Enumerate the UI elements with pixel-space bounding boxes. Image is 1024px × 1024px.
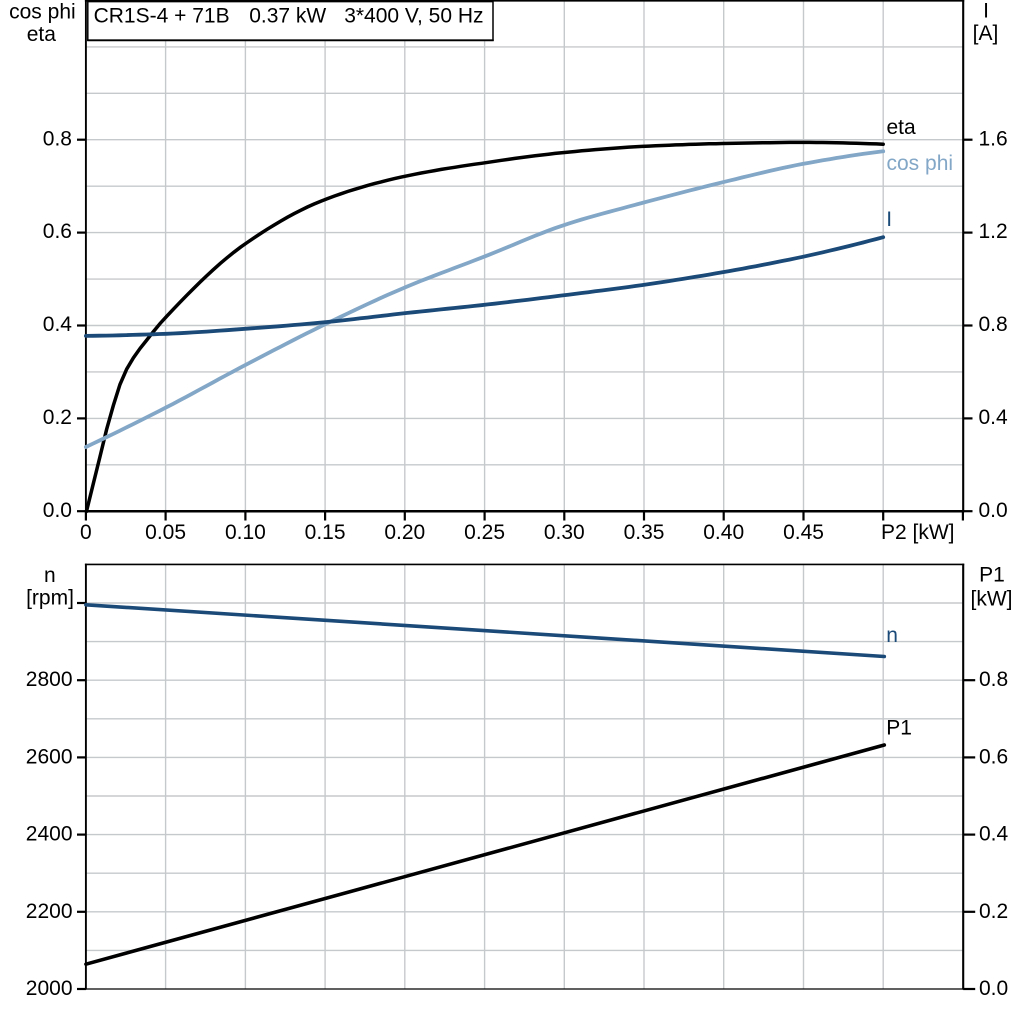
svg-text:I: I (983, 0, 989, 23)
svg-text:eta: eta (887, 116, 917, 139)
svg-text:0.05: 0.05 (145, 521, 186, 544)
svg-text:0.45: 0.45 (783, 521, 824, 544)
svg-text:I: I (886, 208, 892, 231)
svg-text:0.4: 0.4 (43, 313, 73, 336)
svg-text:0.0: 0.0 (979, 977, 1008, 1000)
svg-text:P2 [kW]: P2 [kW] (881, 521, 955, 544)
svg-text:0.0: 0.0 (43, 499, 72, 522)
svg-text:eta: eta (27, 23, 57, 46)
svg-text:1.6: 1.6 (979, 127, 1008, 150)
svg-text:0.4: 0.4 (979, 406, 1009, 429)
svg-text:n: n (886, 624, 898, 647)
svg-text:2400: 2400 (26, 823, 73, 846)
svg-text:0.4: 0.4 (979, 823, 1009, 846)
svg-text:0.20: 0.20 (384, 521, 425, 544)
svg-text:2800: 2800 (26, 668, 73, 691)
svg-text:0.30: 0.30 (544, 521, 585, 544)
svg-text:CR1S-4 + 71B: CR1S-4 + 71B (94, 5, 230, 28)
svg-text:cos phi: cos phi (9, 0, 76, 23)
svg-text:2000: 2000 (26, 977, 73, 1000)
svg-text:[A]: [A] (973, 22, 999, 45)
svg-text:0.2: 0.2 (979, 900, 1008, 923)
svg-text:2600: 2600 (26, 745, 73, 768)
svg-text:0.6: 0.6 (979, 745, 1008, 768)
svg-text:0.8: 0.8 (979, 313, 1008, 336)
svg-text:0.40: 0.40 (703, 521, 744, 544)
svg-text:0.10: 0.10 (225, 521, 266, 544)
svg-text:2200: 2200 (26, 900, 73, 923)
svg-text:0.15: 0.15 (305, 521, 346, 544)
svg-text:[kW]: [kW] (971, 587, 1013, 610)
svg-text:0.6: 0.6 (43, 220, 72, 243)
svg-text:0: 0 (80, 521, 92, 544)
svg-text:0.37 kW: 0.37 kW (249, 5, 326, 28)
svg-text:0.25: 0.25 (464, 521, 505, 544)
svg-text:0.8: 0.8 (43, 127, 72, 150)
svg-text:3*400 V, 50 Hz: 3*400 V, 50 Hz (344, 5, 483, 28)
svg-text:cos phi: cos phi (887, 152, 954, 175)
svg-text:[rpm]: [rpm] (26, 587, 74, 610)
svg-text:P1: P1 (886, 717, 912, 740)
svg-text:0.8: 0.8 (979, 668, 1008, 691)
svg-text:P1: P1 (979, 563, 1005, 586)
svg-text:0.0: 0.0 (979, 499, 1008, 522)
svg-text:1.2: 1.2 (979, 220, 1008, 243)
svg-text:0.35: 0.35 (624, 521, 665, 544)
svg-text:n: n (44, 564, 56, 587)
svg-text:0.2: 0.2 (43, 406, 72, 429)
